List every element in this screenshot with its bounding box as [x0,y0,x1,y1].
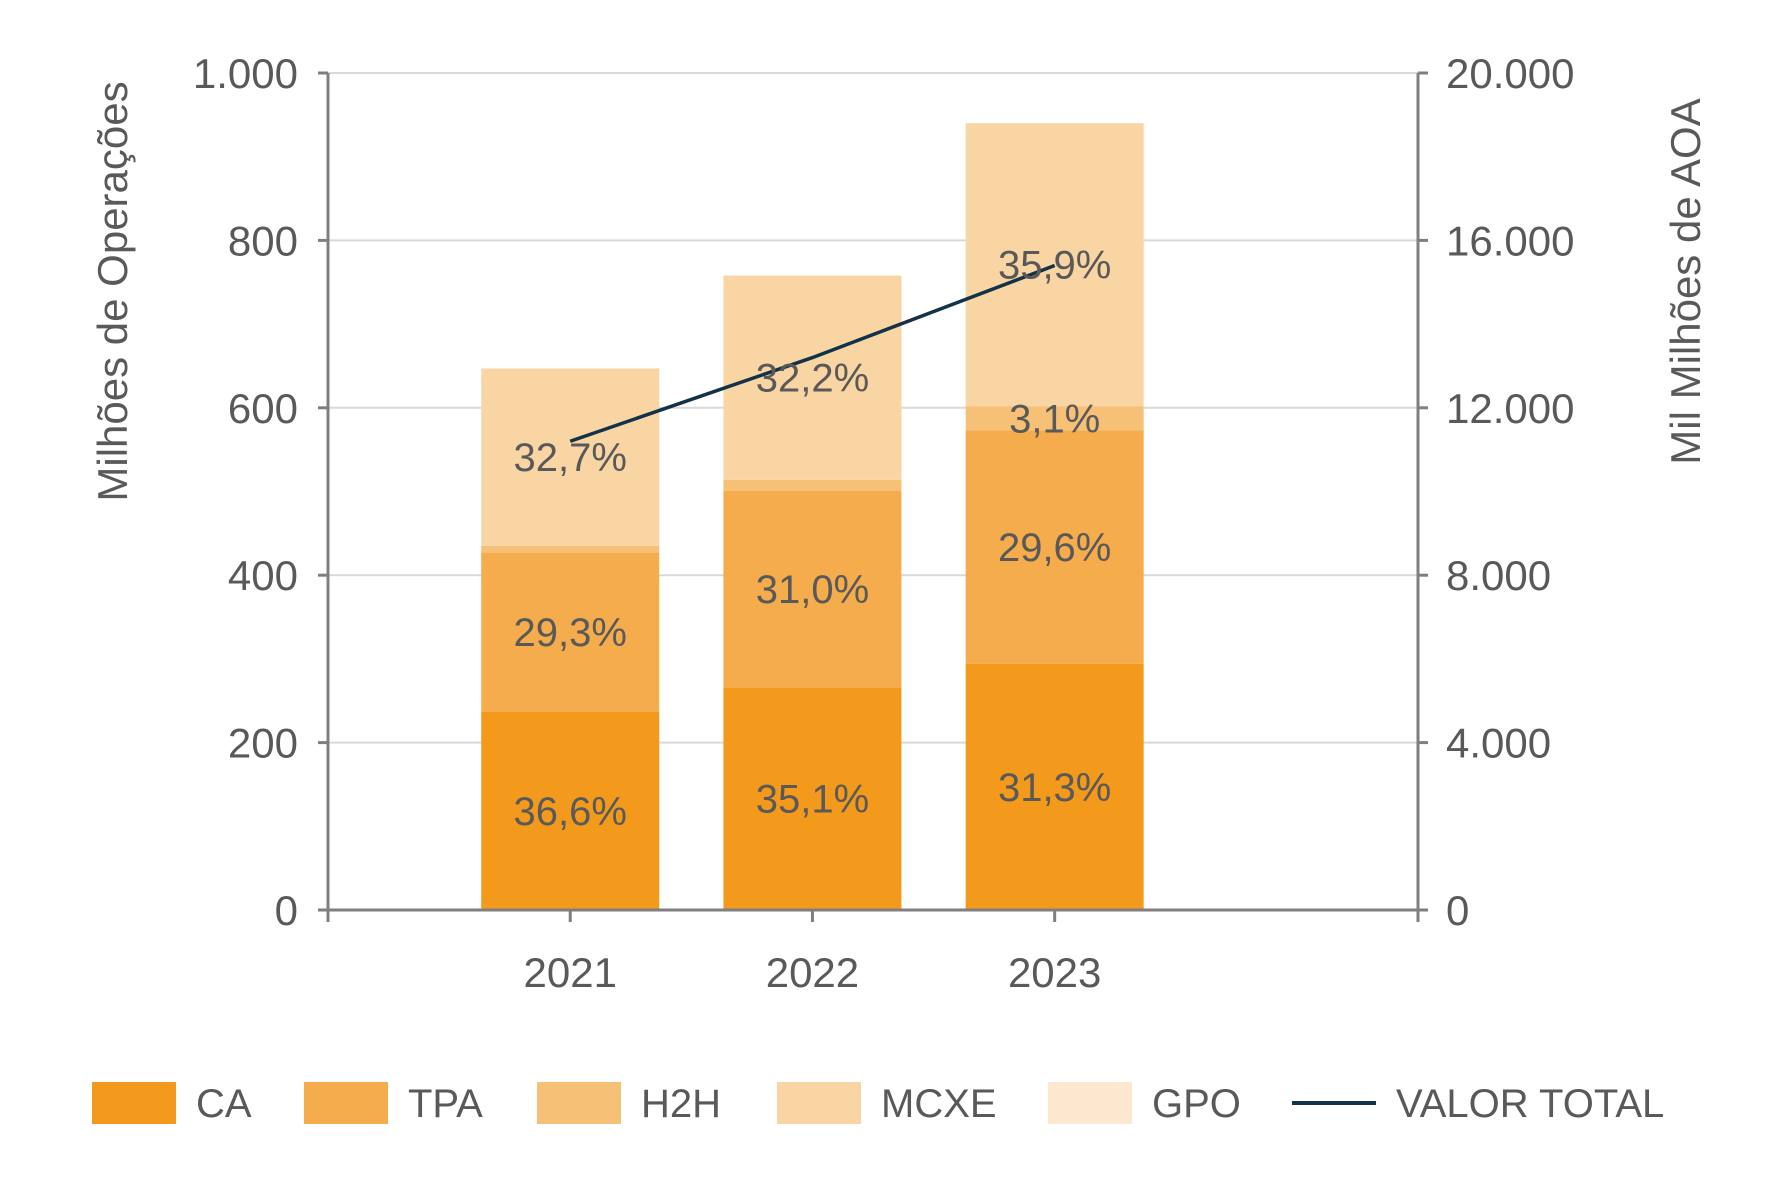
bar-labels: 36,6% 29,3% 32,7% 35,1% 31,0% 32,2% 31,3% 29,6%… [514,244,1112,834]
bar-tpa-2021 [481,552,660,712]
bar-data-label: 29,3% [514,611,627,655]
y-tick-label-right: 8.000 [1446,552,1551,599]
y-tick-label-left: 600 [228,385,298,432]
bar-data-label: 31,3% [998,766,1111,810]
legend-label: H2H [641,1082,721,1126]
x-tick-label: 2022 [766,949,859,996]
bar-data-label: 32,2% [756,357,869,401]
bar-mcxe-2021 [481,368,660,546]
legend-swatch-ca [92,1082,176,1124]
legend-label: TPA [408,1082,483,1126]
bar-data-label: 31,0% [756,568,869,612]
bar-h2h-2023 [965,406,1144,431]
legend-label: CA [196,1082,252,1126]
legend-swatch-gpo [1048,1082,1132,1124]
bar-mcxe-2023 [965,123,1144,407]
x-tick-label: 2021 [524,949,617,996]
bar-data-label: 32,7% [514,436,627,480]
y-tick-label-left: 0 [275,887,298,934]
axes: 0 200 400 600 800 1.000 0 4.000 8.000 12.000 16.00… [89,50,1709,996]
bar-ca-2022 [723,687,902,910]
legend-swatch-h2h [537,1082,621,1124]
y-tick-label-left: 400 [228,552,298,599]
bar-ca-2023 [965,663,1144,910]
bar-h2h-2022 [723,479,902,491]
bar-data-label: 36,6% [514,790,627,834]
bar-data-label: 29,6% [998,526,1111,570]
x-tick-label: 2023 [1008,949,1101,996]
y-axis-title-right: Mil Milhões de AOA [1662,98,1709,464]
y-tick-label-right: 16.000 [1446,217,1574,264]
y-tick-label-right: 0 [1446,887,1469,934]
y-tick-label-right: 4.000 [1446,720,1551,767]
line-valor-total [569,263,1056,443]
legend: CA TPA H2H MCXE GPO VALOR TOTAL [92,1082,1664,1126]
bars [481,123,1144,910]
legend-swatch-mcxe [777,1082,861,1124]
y-tick-label-left: 200 [228,720,298,767]
y-tick-label-left: 1.000 [193,50,298,97]
bar-data-label: 35,9% [998,244,1111,288]
bar-tpa-2022 [723,490,902,688]
line-series [569,263,1056,443]
y-tick-label-right: 12.000 [1446,385,1574,432]
bar-data-label: 35,1% [756,778,869,822]
bar-data-label: 3,1% [1009,397,1100,441]
legend-label: MCXE [881,1082,997,1126]
legend-swatch-tpa [304,1082,388,1124]
y-tick-label-right: 20.000 [1446,50,1574,97]
y-axis-title-left: Milhões de Operações [89,81,136,501]
legend-label: GPO [1152,1082,1241,1126]
bar-ca-2021 [481,711,660,910]
bar-h2h-2021 [481,545,660,553]
bar-tpa-2023 [965,430,1144,664]
y-tick-label-left: 800 [228,217,298,264]
legend-label: VALOR TOTAL [1396,1082,1664,1126]
